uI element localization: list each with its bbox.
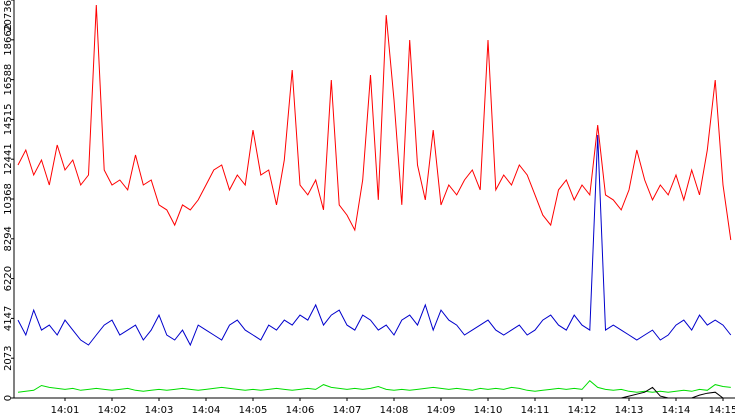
y-tick-label: 12441 [3, 143, 14, 175]
x-tick-label: 14:08 [380, 405, 409, 415]
x-tick-label: 14:03 [145, 405, 174, 415]
series-line [18, 386, 731, 399]
x-tick-label: 14:02 [98, 405, 127, 415]
x-tick-label: 14:07 [333, 405, 362, 415]
x-tick-label: 14:12 [568, 405, 597, 415]
y-tick-label: 20736 [3, 0, 14, 32]
y-tick-label: 18662 [3, 24, 14, 56]
series-line [17, 4, 732, 241]
y-tick-label: 4147 [3, 306, 14, 331]
y-tick-label: 8294 [3, 226, 14, 251]
x-tick-label: 14:01 [51, 405, 80, 415]
series-line [17, 134, 732, 347]
x-tick-label: 14:05 [239, 405, 268, 415]
y-tick-label: 2073 [3, 345, 14, 370]
x-tick-label: 14:09 [427, 405, 456, 415]
y-tick-label: 6220 [3, 266, 14, 291]
y-tick-label: 10368 [3, 183, 14, 215]
x-tick-label: 14:13 [615, 405, 644, 415]
x-tick-label: 14:04 [192, 405, 221, 415]
x-tick-label: 14:14 [662, 405, 691, 415]
x-tick-label: 14:10 [474, 405, 503, 415]
x-tick-label: 14:06 [286, 405, 315, 415]
x-tick-label: 14:15 [709, 405, 735, 415]
y-tick-label: 0 [3, 395, 14, 401]
x-tick-label: 14:11 [521, 405, 550, 415]
y-tick-label: 16588 [3, 64, 14, 96]
y-tick-label: 14515 [3, 103, 14, 135]
series-line [17, 380, 731, 393]
